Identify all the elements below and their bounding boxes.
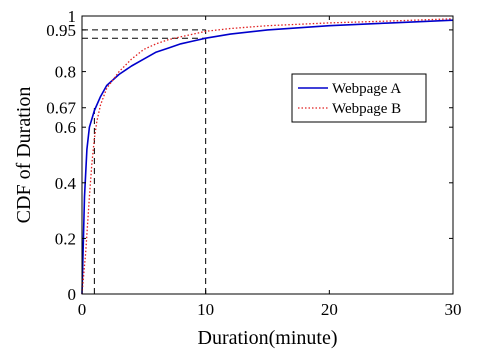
- legend-label-webpage-a: Webpage A: [332, 81, 401, 97]
- reference-lines: [82, 29, 207, 294]
- y-axis-label: CDF of Duration: [13, 87, 35, 224]
- y-tick-label: 0.95: [46, 21, 76, 40]
- legend-box: [291, 73, 427, 123]
- x-tick-label: 30: [445, 300, 462, 319]
- legend-label-webpage-b: Webpage B: [332, 101, 401, 117]
- y-tick-label: 0.6: [55, 118, 76, 137]
- x-tick-label: 10: [197, 300, 214, 319]
- x-tick-label: 20: [321, 300, 338, 319]
- axis-ticks: 0 10 20 30 0 0.2 0.4 0.60.67 0.8 0.951: [46, 7, 461, 319]
- legend: Webpage A Webpage B: [291, 73, 427, 123]
- y-tick-label: 1: [68, 7, 77, 26]
- y-tick-label: 0.67: [46, 99, 76, 118]
- x-axis-label: Duration(minute): [198, 327, 338, 349]
- series-lines: [81, 18, 454, 295]
- y-tick-label: 0.4: [55, 174, 77, 193]
- series-line-webpage-a: [81, 19, 454, 295]
- y-tick-label: 0.2: [55, 229, 76, 248]
- y-tick-label: 0.8: [55, 63, 76, 82]
- plot-frame: [81, 15, 454, 295]
- series-line-webpage-b: [81, 18, 454, 295]
- x-tick-label: 0: [78, 300, 87, 319]
- y-tick-label: 0: [68, 285, 77, 304]
